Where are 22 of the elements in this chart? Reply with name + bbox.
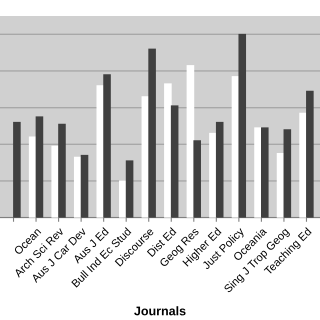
bar: [306, 90, 314, 218]
bar: [126, 160, 134, 218]
bar: [164, 83, 172, 218]
bar: [186, 65, 194, 218]
bar: [119, 180, 127, 218]
bar: [80, 154, 88, 218]
bar: [254, 127, 262, 218]
bar: [216, 122, 224, 218]
bar: [193, 140, 201, 218]
x-axis-title: Journals: [134, 306, 186, 316]
bar: [36, 116, 44, 218]
bar: [142, 96, 150, 218]
bar: [232, 76, 240, 218]
bar: [170, 105, 178, 218]
bar: [238, 34, 246, 218]
bar: [284, 129, 292, 218]
bar: [148, 48, 156, 218]
bar: [58, 124, 66, 218]
bar: [103, 74, 111, 218]
bar: [209, 132, 217, 218]
bar: [260, 127, 269, 218]
bar: [13, 122, 21, 218]
